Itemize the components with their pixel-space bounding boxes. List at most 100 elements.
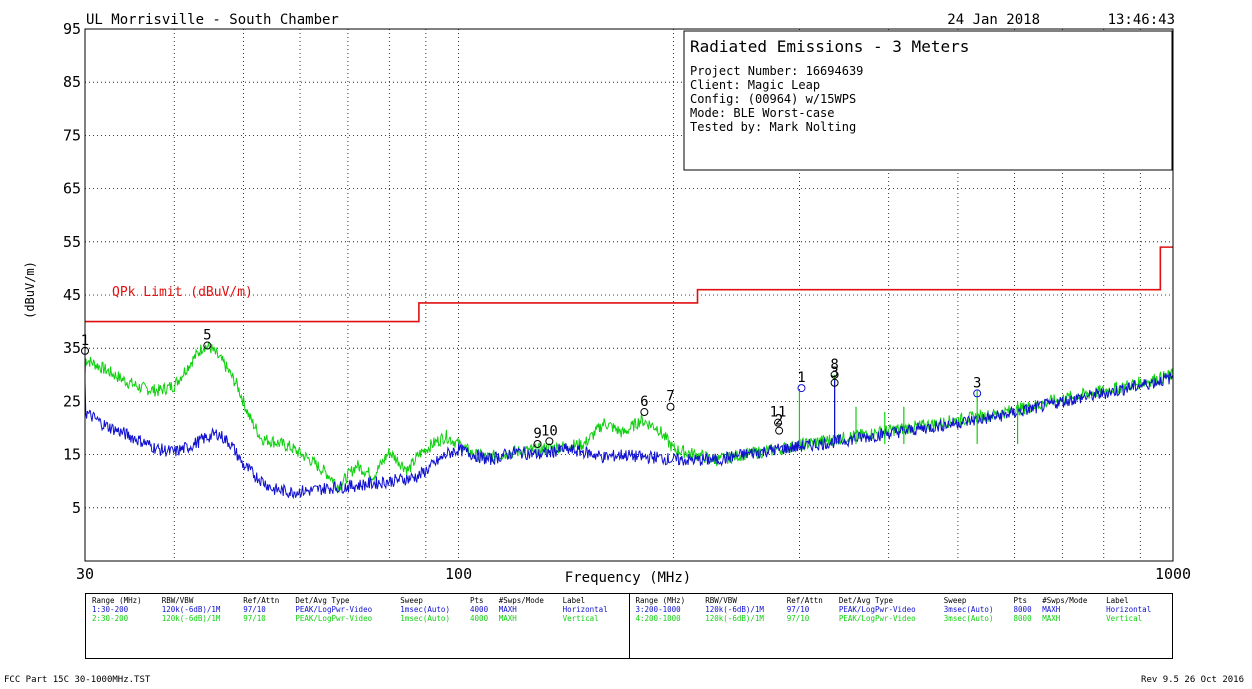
- settings-cell: Horizontal: [562, 605, 608, 614]
- y-tick-label: 5: [72, 499, 81, 517]
- marker-circle: [640, 408, 649, 417]
- settings-cell: Horizontal: [1106, 605, 1152, 614]
- settings-cell: PEAK/LogPwr-Video: [838, 614, 916, 623]
- y-tick-label: 25: [63, 392, 81, 410]
- info-line-client: Client: Magic Leap: [690, 78, 820, 92]
- test-date: 24 Jan 2018: [947, 12, 1040, 28]
- info-line-project: Project Number: 16694639: [690, 64, 863, 78]
- marker-label: 11: [770, 405, 787, 421]
- site-title: UL Morrisville - South Chamber: [86, 12, 339, 28]
- settings-cell: Vertical: [1106, 614, 1143, 623]
- info-line-mode: Mode: BLE Worst-case: [690, 106, 835, 120]
- settings-cell: 1:30-200: [92, 605, 129, 614]
- sweep-settings-table: Range (MHz) RBW/VBW Ref/Attn Det/Avg Type Sw…: [85, 593, 1173, 659]
- y-tick-label: 45: [63, 286, 81, 304]
- settings-cell: 1msec(Auto): [400, 605, 450, 614]
- settings-row: 1:30-200 120k(-6dB)/1M 97/10 PEAK/LogPwr-Vi…: [90, 605, 625, 614]
- limit-label: QPk Limit (dBuV/m): [112, 285, 253, 300]
- plot-frame: [84, 28, 1174, 562]
- marker-label: 1: [797, 370, 805, 386]
- marker-label: 6: [640, 394, 648, 410]
- settings-header-cell: Pts: [470, 596, 484, 605]
- settings-cell: 97/10: [243, 614, 266, 623]
- settings-header-cell: Ref/Attn: [786, 596, 823, 605]
- marker-label: 10: [541, 423, 558, 439]
- settings-row: 4:200-1000 120k(-6dB)/1M 97/10 PEAK/LogPwr-…: [634, 614, 1169, 623]
- settings-cell: MAXH: [1042, 605, 1061, 614]
- settings-left: Range (MHz) RBW/VBW Ref/Attn Det/Avg Type Sw…: [86, 594, 629, 658]
- settings-header-cell: Range (MHz): [635, 596, 686, 605]
- y-axis-label: (dBuV/m): [23, 261, 37, 319]
- settings-cell: PEAK/LogPwr-Video: [295, 605, 373, 614]
- settings-header-cell: Sweep: [400, 596, 423, 605]
- settings-header-cell: Det/Avg Type: [838, 596, 894, 605]
- marker-label: 5: [203, 328, 211, 344]
- x-tick-label: 30: [76, 565, 94, 583]
- marker-circle: [830, 370, 839, 379]
- marker-circle: [203, 341, 212, 350]
- settings-header-cell: Range (MHz): [92, 596, 142, 605]
- limit-line: [85, 246, 1173, 323]
- y-tick-label: 55: [63, 233, 81, 251]
- settings-cell: 120k(-6dB)/1M: [161, 605, 221, 614]
- marker-label: 7: [666, 389, 674, 405]
- settings-header-cell: #Swps/Mode: [1042, 596, 1088, 605]
- x-tick-label: 100: [445, 565, 472, 583]
- settings-cell: 120k(-6dB)/1M: [705, 605, 764, 614]
- settings-cell: 3:200-1000: [635, 605, 681, 614]
- marker-circle: [774, 418, 783, 427]
- settings-cell: 8000: [1013, 605, 1032, 614]
- settings-header-cell: Sweep: [943, 596, 967, 605]
- marker-label: 2: [775, 413, 783, 429]
- marker-circle: [830, 378, 839, 387]
- settings-cell: 97/10: [243, 605, 266, 614]
- marker-circle: [545, 437, 554, 446]
- series-horizontal: [84, 370, 1174, 500]
- settings-right: Range (MHz) RBW/VBW Ref/Attn Det/Avg Type Sw…: [628, 594, 1173, 658]
- x-axis-label: Frequency (MHz): [565, 570, 691, 586]
- marker-label: 8: [830, 357, 838, 373]
- settings-header-cell: Label: [1106, 596, 1129, 605]
- settings-cell: 4000: [470, 605, 489, 614]
- settings-cell: 120k(-6dB)/1M: [161, 614, 221, 623]
- settings-row: 2:30-200 120k(-6dB)/1M 97/10 PEAK/LogPwr-Vi…: [90, 614, 625, 623]
- series-layer: [84, 342, 1174, 500]
- info-box: Radiated Emissions - 3 Meters Project Nu…: [683, 30, 1173, 171]
- marker-circle: [533, 439, 542, 448]
- settings-row: 3:200-1000 120k(-6dB)/1M 97/10 PEAK/LogPwr-…: [634, 605, 1169, 614]
- settings-cell: 4:200-1000: [635, 614, 681, 623]
- settings-header-cell: #Swps/Mode: [498, 596, 544, 605]
- settings-cell: MAXH: [1042, 614, 1061, 623]
- settings-cell: 4000: [470, 614, 489, 623]
- marker-label: 3: [973, 375, 981, 391]
- y-tick-label: 85: [63, 73, 81, 91]
- settings-cell: 120k(-6dB)/1M: [705, 614, 764, 623]
- settings-cell: 3msec(Auto): [943, 614, 994, 623]
- y-tick-label: 75: [63, 126, 81, 144]
- marker-circle: [797, 384, 806, 393]
- marker-label: 3: [830, 365, 838, 381]
- y-tick-label: 95: [63, 20, 81, 38]
- marker-circle: [775, 426, 784, 435]
- marker-circle: [973, 389, 982, 398]
- settings-cell: 97/10: [786, 605, 810, 614]
- settings-cell: MAXH: [498, 614, 517, 623]
- qpk-limit-line: [85, 246, 1173, 323]
- settings-header-cell: Pts: [1013, 596, 1028, 605]
- info-title: Radiated Emissions - 3 Meters: [690, 37, 969, 56]
- settings-cell: 2:30-200: [92, 614, 129, 623]
- y-tick-label: 15: [63, 446, 81, 464]
- software-revision: Rev 9.5 26 Oct 2016: [1141, 675, 1244, 685]
- settings-cell: PEAK/LogPwr-Video: [838, 605, 916, 614]
- y-tick-label: 65: [63, 180, 81, 198]
- settings-header-cell: RBW/VBW: [161, 596, 194, 605]
- settings-cell: 97/10: [786, 614, 810, 623]
- test-file-name: FCC Part 15C 30-1000MHz.TST: [4, 675, 151, 685]
- test-time: 13:46:43: [1108, 12, 1175, 28]
- settings-header-cell: Label: [562, 596, 586, 605]
- settings-cell: Vertical: [562, 614, 599, 623]
- x-tick-label: 1000: [1155, 565, 1191, 583]
